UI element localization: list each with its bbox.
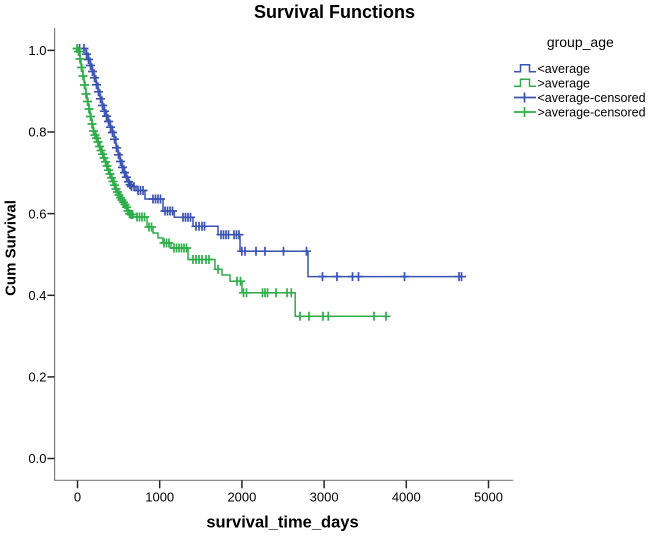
svg-text:5000: 5000	[474, 489, 503, 504]
svg-text:Cum Survival: Cum Survival	[2, 200, 19, 296]
svg-text:<average: <average	[538, 62, 591, 76]
svg-text:0.4: 0.4	[28, 288, 46, 303]
svg-text:survival_time_days: survival_time_days	[206, 514, 358, 532]
svg-text:0.6: 0.6	[28, 206, 46, 221]
svg-text:1.0: 1.0	[28, 43, 46, 58]
svg-text:0.8: 0.8	[28, 125, 46, 140]
svg-text:group_age: group_age	[547, 34, 614, 50]
svg-text:0: 0	[74, 489, 81, 504]
svg-text:3000: 3000	[310, 489, 339, 504]
svg-text:<average-censored: <average-censored	[538, 91, 646, 105]
svg-text:Survival Functions: Survival Functions	[254, 2, 415, 22]
svg-text:>average: >average	[538, 76, 591, 90]
svg-text:2000: 2000	[227, 489, 256, 504]
svg-text:>average-censored: >average-censored	[538, 105, 646, 119]
svg-text:1000: 1000	[145, 489, 174, 504]
svg-text:0.0: 0.0	[28, 451, 46, 466]
svg-text:0.2: 0.2	[28, 370, 46, 385]
svg-text:4000: 4000	[392, 489, 421, 504]
